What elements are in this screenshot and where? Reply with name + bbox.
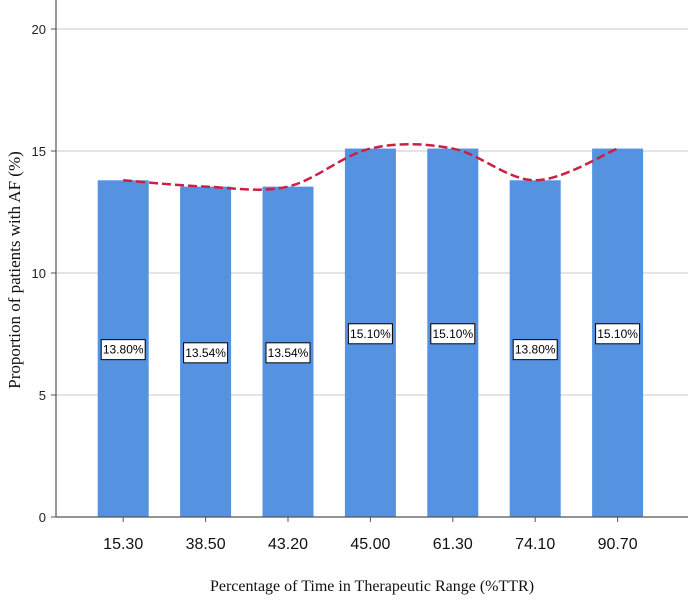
x-tick-label: 38.50 (186, 536, 226, 553)
data-label-box (100, 339, 146, 361)
y-axis-title: Proportion of patients with AF (%) (5, 151, 24, 389)
x-tick-label: 45.00 (350, 536, 390, 553)
axes (55, 0, 688, 522)
data-label-box (595, 323, 641, 345)
data-label-box (512, 339, 558, 361)
data-label-box (347, 323, 393, 345)
data-label-text: 15.10% (350, 327, 391, 341)
x-tick-label: 43.20 (268, 536, 308, 553)
y-tick-label: 15 (32, 144, 46, 159)
x-tick-label: 90.70 (598, 536, 638, 553)
y-tick-label: 0 (39, 510, 46, 525)
data-label: 13.80% (100, 339, 146, 361)
x-tick-label: 74.10 (515, 536, 555, 553)
x-axis-title: Percentage of Time in Therapeutic Range … (210, 578, 534, 595)
x-tick-label: 15.30 (103, 536, 143, 553)
data-label-box (183, 342, 229, 364)
y-tick-label: 20 (32, 22, 46, 37)
data-label-text: 13.54% (268, 346, 309, 360)
y-tick-labels: 0 5 10 15 20 (32, 22, 46, 525)
data-label: 15.10% (430, 323, 476, 345)
data-label-text: 15.10% (432, 327, 473, 341)
y-tick-label: 10 (32, 266, 46, 281)
x-tick-label: 61.30 (433, 536, 473, 553)
y-tick-label: 5 (39, 388, 46, 403)
x-tick-labels: 15.30 38.50 43.20 45.00 61.30 74.10 90.70 (103, 536, 638, 553)
data-label-text: 15.10% (597, 327, 638, 341)
trend-line (123, 142, 619, 191)
data-label-text: 13.80% (103, 343, 144, 357)
data-label: 15.10% (347, 323, 393, 345)
data-label-box (265, 342, 311, 364)
data-label: 13.80% (512, 339, 558, 361)
data-label-text: 13.54% (185, 346, 226, 360)
data-label-box (430, 323, 476, 345)
data-labels: 13.80% 13.54% 13.54% 15.10% 15.10% 13.80% 15.1… (100, 323, 641, 364)
data-label: 15.10% (595, 323, 641, 345)
data-label: 13.54% (265, 342, 311, 364)
data-label: 13.54% (183, 342, 229, 364)
data-label-text: 13.80% (515, 343, 556, 357)
